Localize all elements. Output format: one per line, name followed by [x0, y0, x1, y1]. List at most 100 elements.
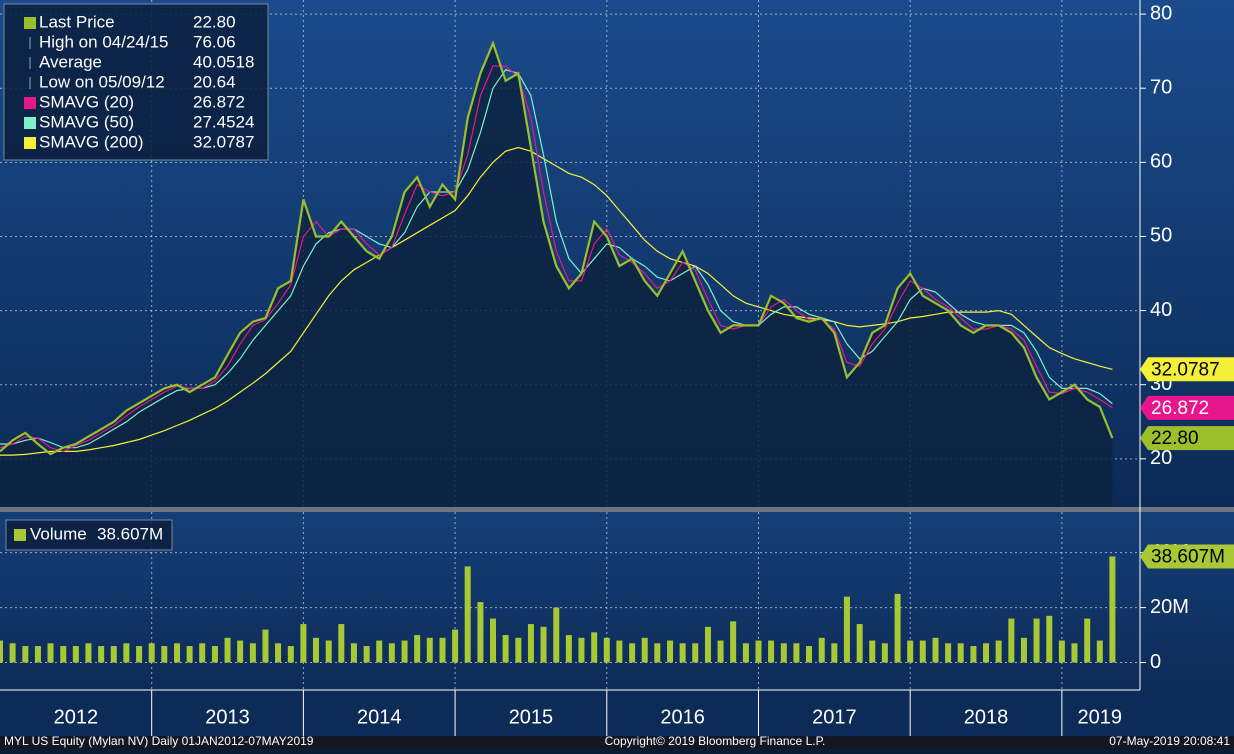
- volume-bar: [287, 646, 294, 663]
- volume-bar: [148, 643, 155, 663]
- footer-center: Copyright© 2019 Bloomberg Finance L.P.: [605, 734, 826, 748]
- volume-bar: [414, 635, 421, 663]
- legend-value: 76.06: [193, 32, 236, 51]
- footer-right: 07-May-2019 20:08:41: [1109, 734, 1230, 748]
- y-tick-label: 50: [1150, 225, 1172, 247]
- legend-swatch: [24, 17, 36, 29]
- volume-bar: [616, 640, 623, 663]
- x-tick-label: 2016: [660, 706, 705, 728]
- x-tick-label: 2014: [357, 706, 402, 728]
- volume-bar: [262, 629, 269, 663]
- y-tick-label: 0: [1150, 651, 1161, 673]
- price-area: [0, 43, 1113, 508]
- sma200-tag: 32.0787: [1151, 359, 1220, 380]
- volume-bar: [388, 643, 395, 663]
- volume-bar: [515, 637, 522, 663]
- footer-left: MYL US Equity (Mylan NV) Daily 01JAN2012…: [4, 734, 314, 748]
- marks-layer: [0, 40, 1116, 663]
- volume-bar: [818, 637, 825, 663]
- legend-box: [3, 3, 269, 161]
- volume-bar: [831, 643, 838, 663]
- volume-bar: [211, 646, 218, 663]
- volume-bar: [881, 643, 888, 663]
- x-tick-label: 2012: [54, 706, 99, 728]
- legend-value: 26.872: [193, 92, 245, 111]
- volume-bar: [237, 640, 244, 663]
- volume-bar: [72, 646, 79, 663]
- series-line: [0, 40, 1114, 456]
- volume-bar: [47, 643, 54, 663]
- volume-bar: [704, 626, 711, 663]
- volume-bar: [527, 624, 534, 663]
- volume-bar: [174, 643, 181, 663]
- legend-label: High on 04/24/15: [39, 32, 169, 51]
- volume-bar: [199, 643, 206, 663]
- x-tick-label: 2015: [509, 706, 554, 728]
- y-tick-label: 20M: [1150, 596, 1189, 618]
- legend-value: 27.4524: [193, 112, 254, 131]
- volume-tag-shape: [1140, 544, 1234, 569]
- price-tag-shape: [1140, 426, 1234, 451]
- volume-bar: [907, 640, 914, 663]
- volume-bar: [426, 637, 433, 663]
- legend-value: 32.0787: [193, 132, 254, 151]
- volume-bar: [502, 635, 509, 663]
- volume-bar: [742, 643, 749, 663]
- volume-bar: [957, 643, 964, 663]
- volume-bar: [945, 643, 952, 663]
- volume-bar: [578, 637, 585, 663]
- volume-bar: [249, 643, 256, 663]
- legend-value: 20.64: [193, 72, 236, 91]
- volume-bar: [161, 646, 168, 663]
- legend-swatch: [14, 529, 26, 541]
- volume-bar: [300, 624, 307, 663]
- volume-bar: [970, 646, 977, 663]
- volume-bar: [805, 646, 812, 663]
- legend-swatch: [24, 97, 36, 109]
- volume-bar: [110, 646, 117, 663]
- volume-bar: [350, 643, 357, 663]
- volume-bar: [0, 640, 3, 663]
- legend-label: SMAVG (50): [39, 112, 134, 131]
- volume-bar: [1096, 640, 1103, 663]
- x-tick-label: 2018: [964, 706, 1009, 728]
- sma200-tag-shape: [1140, 357, 1234, 382]
- x-tick-label: 2013: [205, 706, 250, 728]
- volume-bar: [1046, 615, 1053, 663]
- volume-bar: [325, 640, 332, 663]
- volume-bar: [1020, 637, 1027, 663]
- volume-bar: [768, 640, 775, 663]
- volume-bar: [363, 646, 370, 663]
- legend-value: 22.80: [193, 12, 236, 31]
- volume-bar: [591, 632, 598, 663]
- legend-swatch: [24, 137, 36, 149]
- volume-bar: [780, 643, 787, 663]
- volume-bar: [85, 643, 92, 663]
- volume-bar: [755, 640, 762, 663]
- y-tick-label: 60: [1150, 151, 1172, 173]
- legend-label: Average: [39, 52, 102, 71]
- volume-bar: [654, 643, 661, 663]
- legend-value: 38.607M: [97, 524, 163, 543]
- legend-value: 40.0518: [193, 52, 254, 71]
- volume-bar: [1058, 640, 1065, 663]
- volume-bar: [667, 640, 674, 663]
- volume-bar: [540, 626, 547, 663]
- footer-band: [0, 736, 1234, 749]
- y-tick-label: 80: [1150, 2, 1172, 24]
- volume-bar: [629, 643, 636, 663]
- volume-bar: [717, 640, 724, 663]
- volume-bar: [730, 621, 737, 663]
- volume-bar: [983, 643, 990, 663]
- volume-bar: [919, 640, 926, 663]
- volume-bar: [401, 640, 408, 663]
- volume-bar: [186, 646, 193, 663]
- legend-label: Last Price: [39, 12, 115, 31]
- legend-label: Low on 05/09/12: [39, 72, 165, 91]
- volume-bar: [136, 646, 143, 663]
- legend-label: SMAVG (20): [39, 92, 134, 111]
- legend-label: SMAVG (200): [39, 132, 144, 151]
- volume-bar: [793, 643, 800, 663]
- volume-bar: [603, 637, 610, 663]
